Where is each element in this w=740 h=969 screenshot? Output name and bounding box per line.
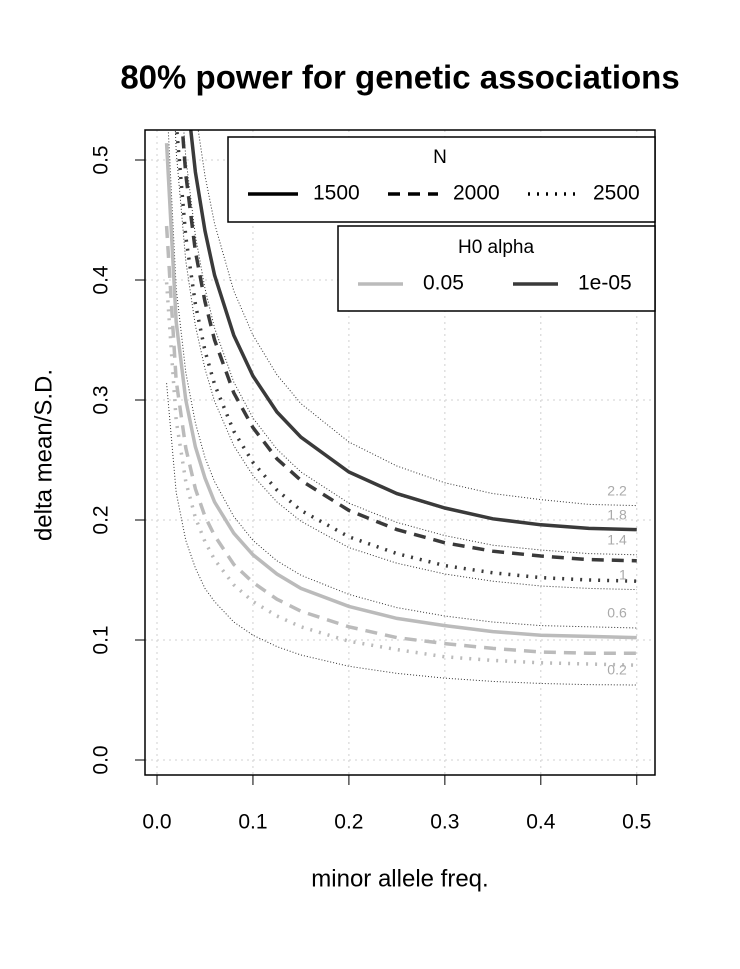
y-axis-title: delta mean/S.D. [30,369,57,541]
reference-curve [166,383,637,686]
legend-label: 2000 [453,182,500,205]
y-tick-label: 0.3 [90,385,113,414]
reference-label: 0.6 [607,605,627,621]
reference-label: 1 [619,566,627,582]
reference-curve [197,130,637,507]
grid: 0.0 0.1 0.2 0.3 0.4 0.5 0.0 0.1 0.2 0.3 0.4 0.5 [90,130,655,834]
legend-title: N [433,147,447,168]
legend-box [227,136,656,223]
series-line [164,225,637,655]
plot-box [144,129,656,776]
reference-label: 0.2 [607,662,627,678]
legend-label: 0.05 [423,272,464,295]
x-tick-label: 0.2 [334,811,363,834]
x-tick-label: 0.4 [526,811,556,834]
series-line [180,130,637,563]
y-tick-label: 0.4 [90,265,113,295]
legend-box [337,225,656,312]
plot-area [164,130,637,686]
legends: N 1500 2000 2500 H0 alpha 0.05 1e-05 [227,136,656,312]
y-tick-label: 0.1 [90,625,113,654]
series-line [189,130,637,532]
x-tick-label: 0.3 [430,811,459,834]
reference-label: 1.8 [607,506,627,522]
legend-title: H0 alpha [458,237,534,258]
y-tick-label: 0.2 [90,505,113,534]
series-line [164,282,637,667]
x-tick-label: 0.0 [142,811,171,834]
legend-label: 2500 [593,182,640,205]
y-tick-label: 0.5 [90,145,113,174]
x-tick-label: 0.5 [622,811,651,834]
x-axis-title: minor allele freq. [311,865,488,892]
legend-label: 1e-05 [578,272,632,295]
y-tick-label: 0.0 [90,745,113,774]
x-tick-label: 0.1 [238,811,267,834]
reference-curve [174,130,637,591]
reference-label: 1.4 [607,532,627,548]
series-line [164,143,637,640]
chart-title: 80% power for genetic associations [120,59,679,96]
legend-label: 1500 [313,182,360,205]
reference-label: 2.2 [607,482,627,498]
series-line [175,130,637,583]
